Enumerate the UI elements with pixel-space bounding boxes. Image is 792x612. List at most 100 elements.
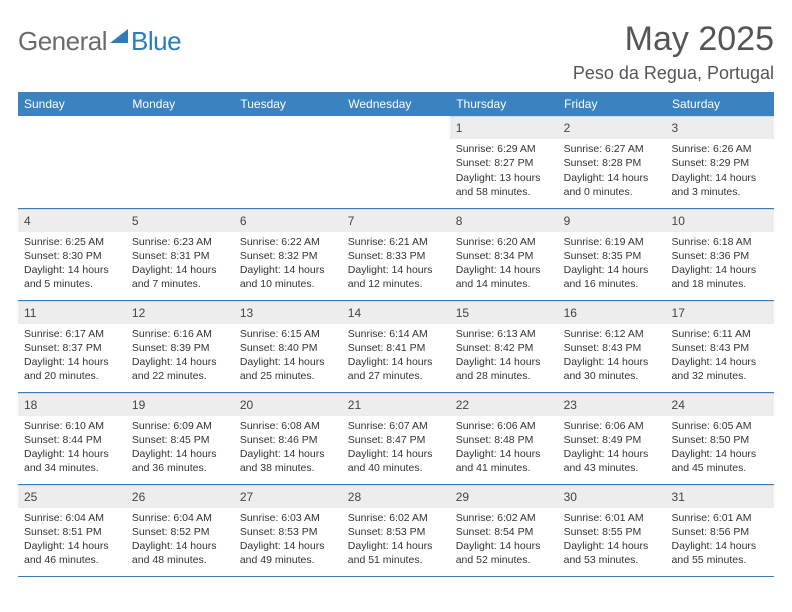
sunrise-text: Sunrise: 6:29 AM bbox=[456, 142, 552, 156]
weekday-header: Saturday bbox=[666, 92, 774, 116]
daylight-text: Daylight: 14 hours and 46 minutes. bbox=[24, 539, 120, 567]
calendar-cell: 2Sunrise: 6:27 AMSunset: 8:28 PMDaylight… bbox=[558, 116, 666, 208]
daylight-text: Daylight: 14 hours and 36 minutes. bbox=[132, 447, 228, 475]
calendar-cell: 27Sunrise: 6:03 AMSunset: 8:53 PMDayligh… bbox=[234, 484, 342, 576]
sunset-text: Sunset: 8:28 PM bbox=[564, 156, 660, 170]
day-body: Sunrise: 6:04 AMSunset: 8:51 PMDaylight:… bbox=[18, 508, 126, 572]
day-body: Sunrise: 6:10 AMSunset: 8:44 PMDaylight:… bbox=[18, 416, 126, 480]
daylight-text: Daylight: 14 hours and 41 minutes. bbox=[456, 447, 552, 475]
sunrise-text: Sunrise: 6:15 AM bbox=[240, 327, 336, 341]
day-body: Sunrise: 6:11 AMSunset: 8:43 PMDaylight:… bbox=[666, 324, 774, 388]
sunset-text: Sunset: 8:34 PM bbox=[456, 249, 552, 263]
sunrise-text: Sunrise: 6:13 AM bbox=[456, 327, 552, 341]
day-body: Sunrise: 6:09 AMSunset: 8:45 PMDaylight:… bbox=[126, 416, 234, 480]
day-number: 2 bbox=[558, 116, 666, 139]
daylight-text: Daylight: 14 hours and 7 minutes. bbox=[132, 263, 228, 291]
calendar-row: 25Sunrise: 6:04 AMSunset: 8:51 PMDayligh… bbox=[18, 484, 774, 576]
sunrise-text: Sunrise: 6:02 AM bbox=[348, 511, 444, 525]
daylight-text: Daylight: 14 hours and 27 minutes. bbox=[348, 355, 444, 383]
daylight-text: Daylight: 13 hours and 58 minutes. bbox=[456, 171, 552, 199]
sunrise-text: Sunrise: 6:21 AM bbox=[348, 235, 444, 249]
calendar-cell: 6Sunrise: 6:22 AMSunset: 8:32 PMDaylight… bbox=[234, 208, 342, 300]
calendar-cell: 21Sunrise: 6:07 AMSunset: 8:47 PMDayligh… bbox=[342, 392, 450, 484]
sunset-text: Sunset: 8:33 PM bbox=[348, 249, 444, 263]
sunrise-text: Sunrise: 6:10 AM bbox=[24, 419, 120, 433]
calendar-cell: 25Sunrise: 6:04 AMSunset: 8:51 PMDayligh… bbox=[18, 484, 126, 576]
calendar-cell: 24Sunrise: 6:05 AMSunset: 8:50 PMDayligh… bbox=[666, 392, 774, 484]
day-number: 13 bbox=[234, 301, 342, 324]
sunrise-text: Sunrise: 6:11 AM bbox=[672, 327, 768, 341]
day-body: Sunrise: 6:06 AMSunset: 8:48 PMDaylight:… bbox=[450, 416, 558, 480]
sunset-text: Sunset: 8:47 PM bbox=[348, 433, 444, 447]
weekday-header: Sunday bbox=[18, 92, 126, 116]
day-number: 14 bbox=[342, 301, 450, 324]
calendar-cell: 31Sunrise: 6:01 AMSunset: 8:56 PMDayligh… bbox=[666, 484, 774, 576]
daylight-text: Daylight: 14 hours and 43 minutes. bbox=[564, 447, 660, 475]
calendar-cell: 12Sunrise: 6:16 AMSunset: 8:39 PMDayligh… bbox=[126, 300, 234, 392]
calendar-cell: 4Sunrise: 6:25 AMSunset: 8:30 PMDaylight… bbox=[18, 208, 126, 300]
calendar-cell: 10Sunrise: 6:18 AMSunset: 8:36 PMDayligh… bbox=[666, 208, 774, 300]
title-block: May 2025 Peso da Regua, Portugal bbox=[573, 20, 774, 84]
day-number: 7 bbox=[342, 209, 450, 232]
calendar-cell: 29Sunrise: 6:02 AMSunset: 8:54 PMDayligh… bbox=[450, 484, 558, 576]
day-body: Sunrise: 6:20 AMSunset: 8:34 PMDaylight:… bbox=[450, 232, 558, 296]
calendar-cell: 22Sunrise: 6:06 AMSunset: 8:48 PMDayligh… bbox=[450, 392, 558, 484]
weekday-header: Wednesday bbox=[342, 92, 450, 116]
header: General Blue May 2025 Peso da Regua, Por… bbox=[18, 20, 774, 84]
calendar-cell: 17Sunrise: 6:11 AMSunset: 8:43 PMDayligh… bbox=[666, 300, 774, 392]
day-number: 28 bbox=[342, 485, 450, 508]
sunset-text: Sunset: 8:32 PM bbox=[240, 249, 336, 263]
sunrise-text: Sunrise: 6:20 AM bbox=[456, 235, 552, 249]
day-body: Sunrise: 6:15 AMSunset: 8:40 PMDaylight:… bbox=[234, 324, 342, 388]
sunrise-text: Sunrise: 6:06 AM bbox=[564, 419, 660, 433]
day-number: 19 bbox=[126, 393, 234, 416]
day-number: 1 bbox=[450, 116, 558, 139]
day-body: Sunrise: 6:19 AMSunset: 8:35 PMDaylight:… bbox=[558, 232, 666, 296]
sunset-text: Sunset: 8:52 PM bbox=[132, 525, 228, 539]
daylight-text: Daylight: 14 hours and 30 minutes. bbox=[564, 355, 660, 383]
sunset-text: Sunset: 8:44 PM bbox=[24, 433, 120, 447]
calendar-cell-empty bbox=[234, 116, 342, 208]
calendar-cell: 19Sunrise: 6:09 AMSunset: 8:45 PMDayligh… bbox=[126, 392, 234, 484]
calendar-cell: 28Sunrise: 6:02 AMSunset: 8:53 PMDayligh… bbox=[342, 484, 450, 576]
calendar-cell-empty bbox=[126, 116, 234, 208]
day-number: 20 bbox=[234, 393, 342, 416]
day-body: Sunrise: 6:27 AMSunset: 8:28 PMDaylight:… bbox=[558, 139, 666, 203]
daylight-text: Daylight: 14 hours and 22 minutes. bbox=[132, 355, 228, 383]
daylight-text: Daylight: 14 hours and 5 minutes. bbox=[24, 263, 120, 291]
daylight-text: Daylight: 14 hours and 3 minutes. bbox=[672, 171, 768, 199]
calendar-cell: 18Sunrise: 6:10 AMSunset: 8:44 PMDayligh… bbox=[18, 392, 126, 484]
daylight-text: Daylight: 14 hours and 25 minutes. bbox=[240, 355, 336, 383]
sunset-text: Sunset: 8:55 PM bbox=[564, 525, 660, 539]
daylight-text: Daylight: 14 hours and 45 minutes. bbox=[672, 447, 768, 475]
day-number: 24 bbox=[666, 393, 774, 416]
calendar-cell: 13Sunrise: 6:15 AMSunset: 8:40 PMDayligh… bbox=[234, 300, 342, 392]
sunset-text: Sunset: 8:56 PM bbox=[672, 525, 768, 539]
day-body: Sunrise: 6:05 AMSunset: 8:50 PMDaylight:… bbox=[666, 416, 774, 480]
sunset-text: Sunset: 8:37 PM bbox=[24, 341, 120, 355]
day-body: Sunrise: 6:26 AMSunset: 8:29 PMDaylight:… bbox=[666, 139, 774, 203]
sunrise-text: Sunrise: 6:08 AM bbox=[240, 419, 336, 433]
calendar-cell-empty bbox=[342, 116, 450, 208]
brand-left: General bbox=[18, 26, 107, 57]
sunrise-text: Sunrise: 6:22 AM bbox=[240, 235, 336, 249]
sunset-text: Sunset: 8:41 PM bbox=[348, 341, 444, 355]
calendar-cell: 8Sunrise: 6:20 AMSunset: 8:34 PMDaylight… bbox=[450, 208, 558, 300]
day-number: 22 bbox=[450, 393, 558, 416]
sunset-text: Sunset: 8:50 PM bbox=[672, 433, 768, 447]
day-body: Sunrise: 6:01 AMSunset: 8:55 PMDaylight:… bbox=[558, 508, 666, 572]
day-number: 31 bbox=[666, 485, 774, 508]
sunset-text: Sunset: 8:27 PM bbox=[456, 156, 552, 170]
calendar-cell: 3Sunrise: 6:26 AMSunset: 8:29 PMDaylight… bbox=[666, 116, 774, 208]
daylight-text: Daylight: 14 hours and 14 minutes. bbox=[456, 263, 552, 291]
sunrise-text: Sunrise: 6:12 AM bbox=[564, 327, 660, 341]
calendar-cell-empty bbox=[18, 116, 126, 208]
sunset-text: Sunset: 8:42 PM bbox=[456, 341, 552, 355]
day-number: 26 bbox=[126, 485, 234, 508]
sunset-text: Sunset: 8:49 PM bbox=[564, 433, 660, 447]
day-number: 30 bbox=[558, 485, 666, 508]
day-number: 23 bbox=[558, 393, 666, 416]
calendar-cell: 30Sunrise: 6:01 AMSunset: 8:55 PMDayligh… bbox=[558, 484, 666, 576]
calendar-grid: SundayMondayTuesdayWednesdayThursdayFrid… bbox=[18, 92, 774, 577]
sail-icon bbox=[110, 29, 128, 43]
